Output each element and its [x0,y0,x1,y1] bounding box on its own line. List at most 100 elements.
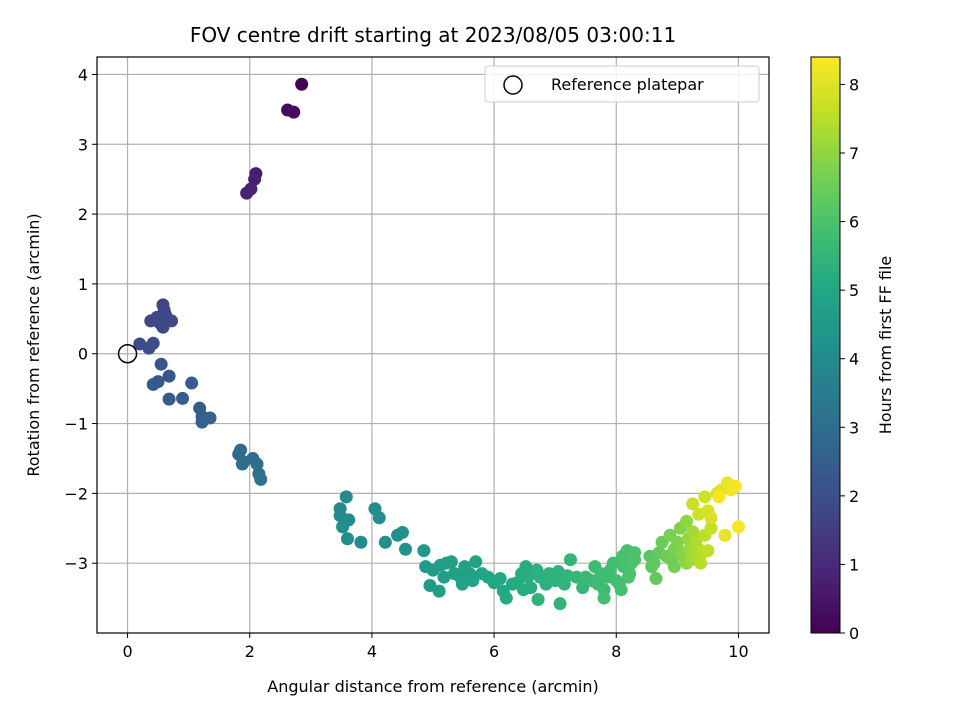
data-point [606,556,620,570]
data-point [686,497,700,511]
data-point [154,357,168,371]
data-point [519,560,533,574]
data-point [597,591,611,605]
data-point [718,528,732,542]
data-point [144,314,158,328]
y-tick-label: 1 [78,275,88,294]
colorbar-tick-label: 0 [849,624,859,643]
colorbar-tick-label: 3 [849,418,859,437]
data-point [176,391,190,405]
data-points [133,77,745,611]
data-point [704,521,718,535]
data-point [444,555,458,569]
plot-frame [96,56,770,634]
legend: Reference platepar [484,65,760,103]
y-tick-label: −2 [64,484,88,503]
data-point [469,555,483,569]
legend-entry-reference: Reference platepar [551,75,704,94]
data-point [185,376,199,390]
legend-marker-icon [503,75,523,95]
colorbar-tick-label: 8 [849,75,859,94]
x-axis-ticks: 0 2 4 6 8 10 [122,633,749,661]
data-point [553,597,567,611]
data-point [694,556,708,570]
x-tick-label: 2 [245,642,255,661]
data-point [731,520,745,534]
y-tick-label: −1 [64,415,88,434]
data-point [146,377,160,391]
data-point [570,570,584,584]
data-point [254,472,268,486]
y-axis-label: Rotation from reference (arcmin) [24,213,43,476]
data-point [667,560,681,574]
data-point [142,341,156,355]
data-point [516,583,530,597]
data-point [372,511,386,525]
y-axis-ticks: −3 −2 −1 0 1 2 3 4 [64,65,97,573]
data-point [340,532,354,546]
data-point [354,535,368,549]
x-tick-label: 0 [122,642,132,661]
x-axis-label: Angular distance from reference (arcmin) [267,677,598,696]
data-point [156,320,170,334]
data-point [698,490,712,504]
data-point [493,572,507,586]
data-point [521,570,535,584]
data-point [466,574,480,588]
data-point [399,542,413,556]
data-point [295,77,309,91]
y-tick-label: 0 [78,345,88,364]
data-point [455,577,469,591]
reference-platepar-marker [117,343,138,364]
data-point [248,172,262,186]
data-point [395,525,409,539]
legend-box [484,65,760,103]
data-point [728,479,742,493]
y-tick-label: 2 [78,205,88,224]
colorbar-tick-label: 2 [849,487,859,506]
chart-title: FOV centre drift starting at 2023/08/05 … [190,23,676,47]
colorbar [810,56,841,634]
data-point [162,392,176,406]
x-tick-label: 6 [489,642,499,661]
x-tick-label: 10 [728,642,748,661]
data-point [339,490,353,504]
data-point [680,514,694,528]
colorbar-tick-label: 5 [849,281,859,300]
data-point [162,369,176,383]
colorbar-tick-label: 6 [849,213,859,232]
x-tick-label: 8 [611,642,621,661]
colorbar-tick-label: 7 [849,144,859,163]
data-point [287,105,301,119]
data-point [614,583,628,597]
data-point [649,572,663,586]
data-point [240,186,254,200]
data-point [623,567,637,581]
colorbar-tick-label: 4 [849,350,859,369]
data-point [417,544,431,558]
data-point [195,415,209,429]
data-point [647,556,661,570]
y-tick-label: −3 [64,554,88,573]
data-point [250,457,264,471]
colorbar-ticks: 0 1 2 3 4 5 6 7 8 [840,75,859,643]
data-point [432,584,446,598]
data-point [712,490,726,504]
data-point [704,511,718,525]
data-point [378,535,392,549]
data-point [499,591,513,605]
x-tick-label: 4 [367,642,377,661]
data-point [336,520,350,534]
data-point [563,553,577,567]
colorbar-tick-label: 1 [849,555,859,574]
data-point [670,535,684,549]
data-point [576,581,590,595]
data-point [437,570,451,584]
grid-lines [97,57,769,633]
data-point [701,544,715,558]
data-point [628,553,642,567]
colorbar-label: Hours from first FF file [876,256,895,435]
data-point [235,457,249,471]
y-tick-label: 3 [78,135,88,154]
